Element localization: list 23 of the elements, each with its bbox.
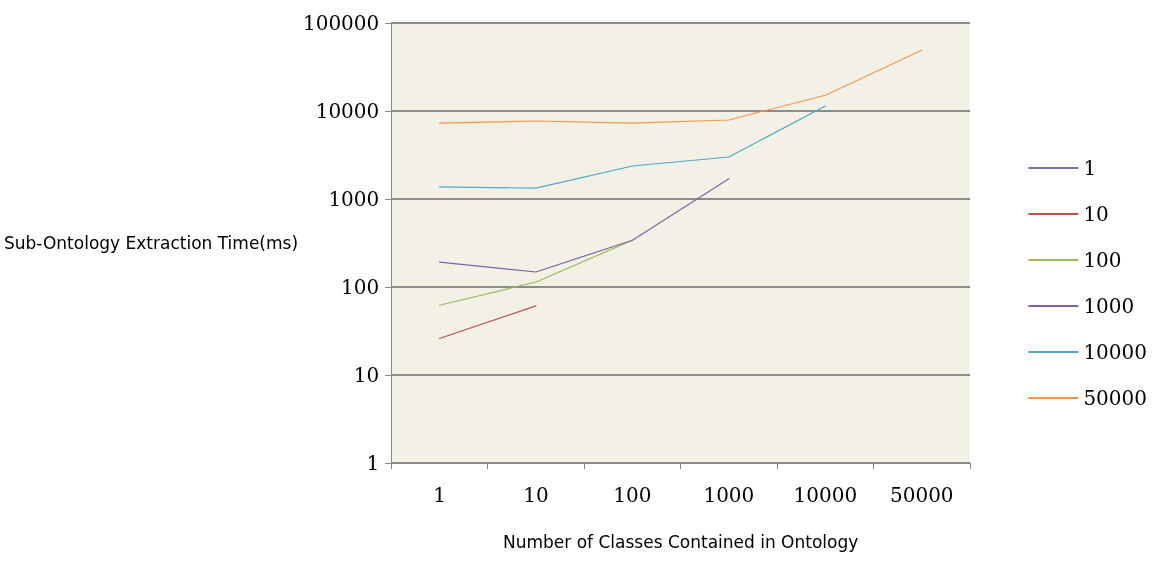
legend-label: 10000	[1083, 340, 1147, 364]
x-tick-label: 1000	[703, 483, 755, 507]
y-tick-label: 1	[366, 451, 380, 475]
y-tick-label: 10	[353, 363, 380, 387]
y-tick-label: 100	[341, 275, 380, 299]
x-tick-label: 50000	[889, 483, 954, 507]
x-tick-label: 100	[613, 483, 652, 507]
y-tick-label: 10000	[315, 99, 380, 123]
x-tick-label: 10	[523, 483, 549, 507]
legend-label: 1000	[1083, 294, 1135, 318]
legend-label: 1	[1083, 156, 1097, 180]
legend-label: 100	[1083, 248, 1122, 272]
y-axis-title: Sub-Ontology Extraction Time(ms)	[4, 233, 299, 253]
legend-label: 10	[1083, 202, 1109, 226]
line-series	[438, 178, 730, 273]
x-tick-label: 10000	[793, 483, 858, 507]
x-tick-label: 1	[433, 483, 446, 507]
x-axis-title: Number of Classes Contained in Ontology	[502, 531, 859, 552]
line-series	[438, 105, 826, 189]
legend-label: 50000	[1083, 386, 1147, 410]
line-series	[438, 49, 923, 124]
y-tick-label: 1000	[328, 187, 380, 211]
y-tick-label: 100000	[302, 11, 380, 35]
